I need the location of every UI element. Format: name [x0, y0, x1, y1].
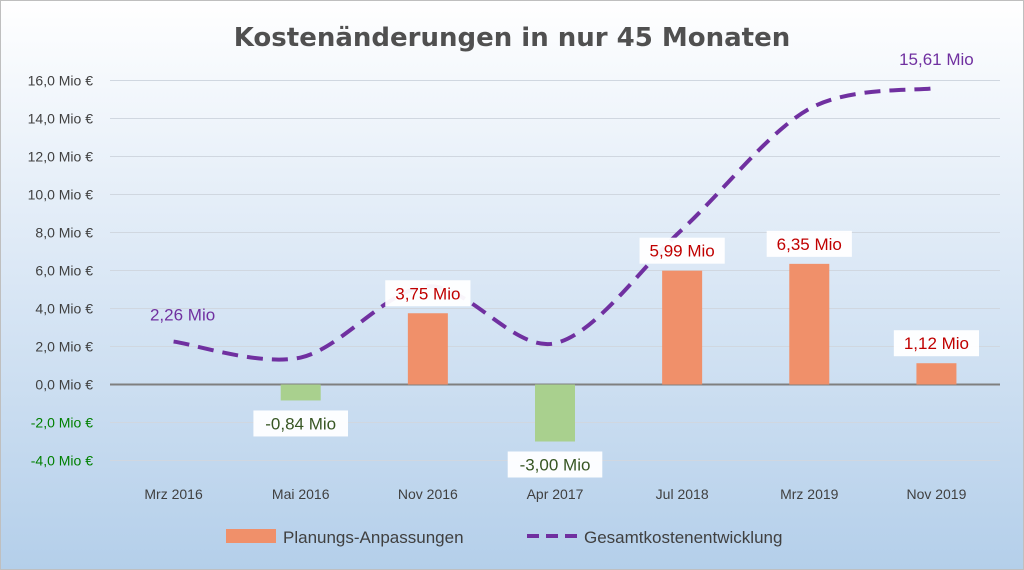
data-labels: -0,84 Mio 3,75 Mio -3,00 Mio 5,99 Mio 6,35 M… [150, 50, 980, 478]
x-tick-label: Mrz 2019 [780, 486, 839, 502]
y-tick-label: -4,0 Mio € [31, 453, 93, 469]
y-tick-label: 2,0 Mio € [35, 339, 93, 355]
data-label-box [893, 330, 980, 357]
line-data-label: 15,61 Mio [899, 50, 974, 69]
bar [535, 384, 575, 442]
cost-line [173, 85, 937, 362]
data-label: 6,35 Mio [766, 230, 852, 257]
x-tick-label: Nov 2019 [906, 486, 966, 502]
legend-bar-label: Planungs-Anpassungen [283, 528, 464, 547]
x-tick-label: Apr 2017 [527, 486, 584, 502]
data-label: 5,99 Mio [639, 237, 725, 264]
data-label-text: -3,00 Mio [520, 456, 591, 475]
data-label-text: 6,35 Mio [777, 235, 842, 254]
y-tick-label: 16,0 Mio € [28, 73, 94, 89]
y-tick-label: 4,0 Mio € [35, 301, 93, 317]
data-label-box [639, 237, 725, 264]
data-label: -3,00 Mio [507, 451, 603, 478]
data-label-text: 3,75 Mio [395, 284, 460, 303]
y-tick-label: 8,0 Mio € [35, 225, 93, 241]
bar-series [280, 263, 957, 442]
x-tick-label: Nov 2016 [398, 486, 458, 502]
bar [407, 313, 448, 385]
data-label-text: -0,84 Mio [265, 414, 336, 433]
y-tick-label: 0,0 Mio € [35, 377, 93, 393]
data-label-box [507, 451, 603, 478]
data-label-box [385, 280, 471, 307]
legend-line-label: Gesamtkostenentwicklung [584, 528, 782, 547]
x-axis: Mrz 2016 Mai 2016 Nov 2016 Apr 2017 Jul 2018… [144, 486, 966, 502]
x-tick-label: Jul 2018 [656, 486, 709, 502]
y-tick-label: 12,0 Mio € [28, 149, 94, 165]
line-data-label: 2,26 Mio [150, 306, 215, 325]
data-label: 1,12 Mio [893, 330, 980, 357]
x-tick-label: Mrz 2016 [144, 486, 203, 502]
legend-bar-swatch [226, 529, 276, 543]
y-tick-label: -2,0 Mio € [31, 415, 93, 431]
bar [789, 263, 830, 385]
bar [662, 270, 703, 385]
data-label: 3,75 Mio [385, 280, 471, 307]
line-series [173, 85, 937, 362]
data-label: -0,84 Mio [253, 410, 349, 437]
x-tick-label: Mai 2016 [272, 486, 330, 502]
y-tick-label: 10,0 Mio € [28, 187, 94, 203]
chart-title: Kostenänderungen in nur 45 Monaten [234, 23, 791, 53]
data-label-box [766, 230, 852, 257]
bar [280, 384, 321, 401]
legend: Planungs-Anpassungen Gesamtkostenentwick… [226, 528, 782, 547]
bar [916, 363, 957, 385]
data-label-box [253, 410, 349, 437]
data-label-text: 1,12 Mio [904, 334, 969, 353]
y-tick-label: 6,0 Mio € [35, 263, 93, 279]
data-label-text: 5,99 Mio [650, 242, 715, 261]
y-tick-label: 14,0 Mio € [28, 111, 94, 127]
